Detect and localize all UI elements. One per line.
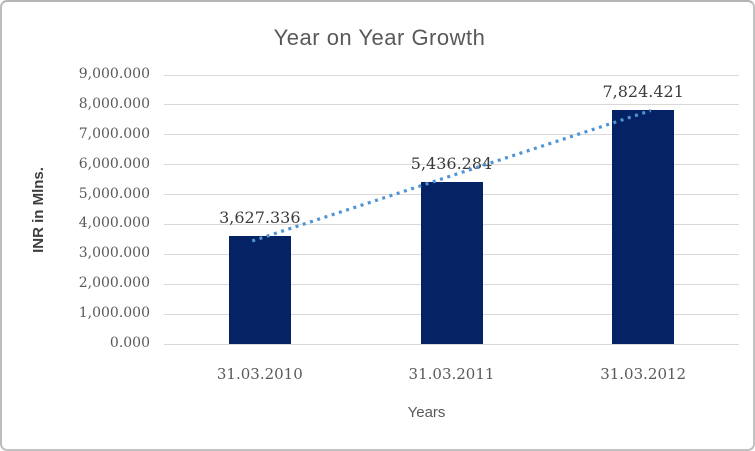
bar [420, 181, 483, 344]
bar [228, 235, 291, 344]
y-tick-label: 8,000.000 [78, 95, 150, 112]
gridline [164, 343, 739, 345]
x-tick-label: 31.03.2012 [600, 365, 687, 383]
bar-value-label: 7,824.421 [602, 82, 684, 102]
y-tick-label: 6,000.000 [78, 155, 150, 172]
y-tick-label: 9,000.000 [78, 66, 150, 82]
x-axis-title: Years [407, 404, 446, 421]
y-tick-label: 3,000.000 [78, 245, 150, 262]
y-tick-label: 1,000.000 [78, 305, 150, 322]
x-tick-label: 31.03.2011 [408, 365, 495, 383]
y-tick-label: 4,000.000 [78, 215, 150, 232]
y-tick-label: 7,000.000 [78, 125, 150, 142]
gridline [164, 74, 739, 76]
bar [612, 110, 675, 344]
y-tick-label: 0.000 [109, 335, 150, 351]
chart-title: Year on Year Growth [273, 25, 486, 50]
x-tick-label: 31.03.2010 [216, 365, 303, 383]
gridline [164, 104, 739, 106]
bar-value-label: 3,627.336 [219, 207, 301, 227]
y-tick-label: 2,000.000 [78, 275, 150, 292]
y-tick-label: 5,000.000 [78, 185, 150, 202]
bar-value-label: 5,436.284 [410, 153, 493, 173]
